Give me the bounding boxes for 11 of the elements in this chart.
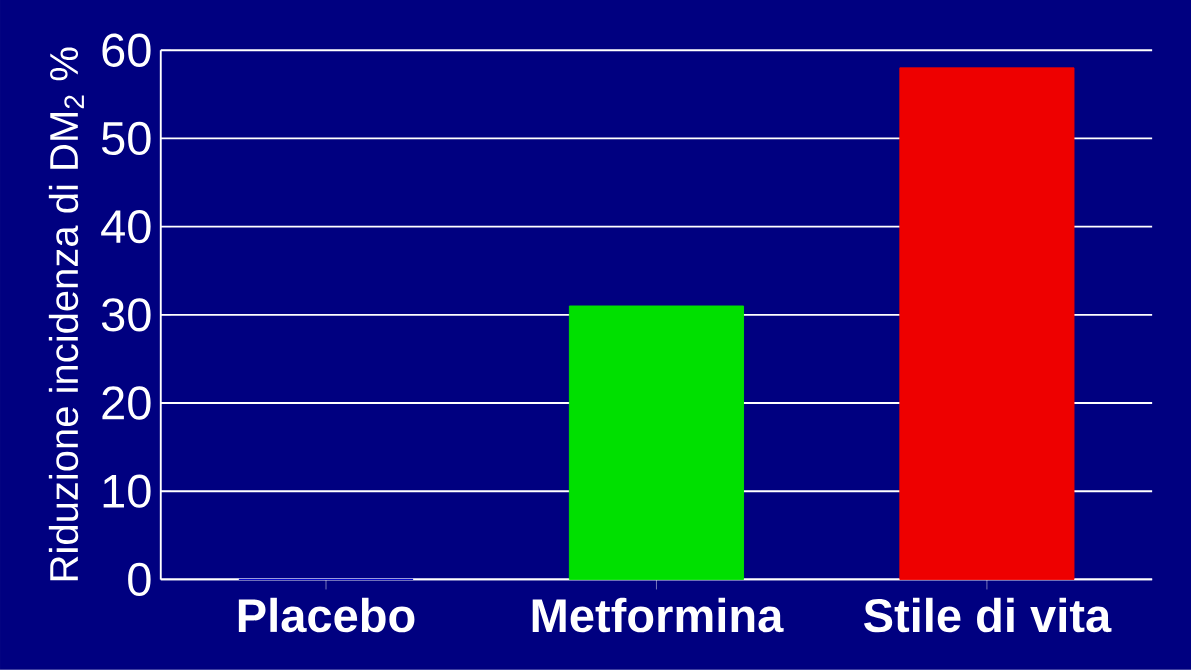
y-tick-label: 10 [103, 474, 151, 508]
x-tick-label: Metformina [532, 597, 784, 633]
x-tick-label: Stile di vita [863, 597, 1112, 633]
y-tick-label: 60 [102, 33, 151, 67]
y-axis-title: Riduzione incidenza di DM$_{2}$ % [48, 47, 84, 581]
y-tick-label: 0 [128, 562, 151, 597]
x-tick-label: Placebo [238, 597, 415, 633]
y-tick-label: 50 [101, 121, 151, 156]
y-tick-label: 30 [101, 298, 151, 332]
y-tick-label: 20 [102, 386, 151, 420]
y-tick-label: 40 [101, 210, 151, 244]
